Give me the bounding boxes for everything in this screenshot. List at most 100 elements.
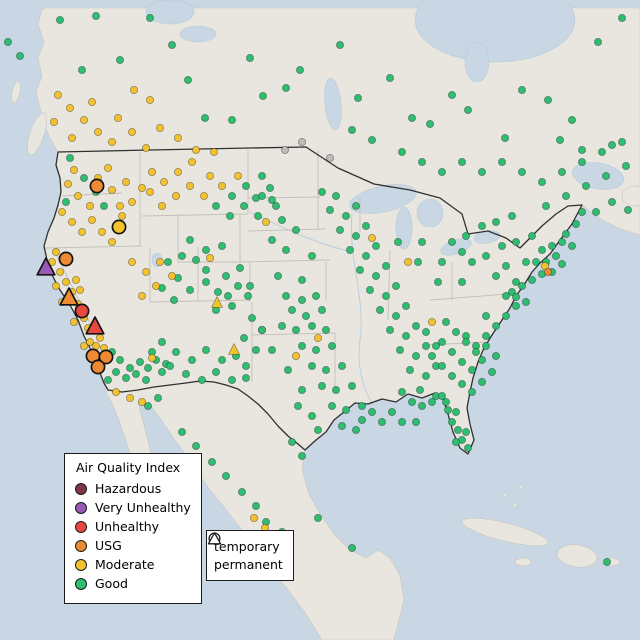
marker-moderate-circle [126, 393, 135, 402]
legend-swatch-usg [75, 539, 87, 552]
marker-good-circle [126, 363, 135, 372]
marker-good-circle [341, 405, 350, 414]
marker-good-circle [281, 245, 290, 254]
marker-good-circle [518, 86, 527, 95]
marker-good-circle [427, 351, 436, 360]
marker-good-circle [355, 265, 364, 274]
marker-good-circle [375, 305, 384, 314]
marker-good-circle [528, 275, 537, 284]
hispaniola-island [556, 544, 598, 568]
marker-good-circle [401, 301, 410, 310]
marker-good-circle [481, 341, 490, 350]
marker-unhealthy-triangle [85, 316, 105, 335]
marker-moderate-circle [291, 351, 300, 360]
marker-good-circle [481, 311, 490, 320]
marker-moderate-circle [114, 114, 123, 123]
marker-good-circle [177, 251, 186, 260]
marker-good-circle [467, 257, 476, 266]
marker-good-circle [251, 501, 260, 510]
marker-good-circle [221, 271, 230, 280]
marker-good-circle [391, 311, 400, 320]
marker-good-circle [307, 411, 316, 420]
marker-moderate-circle [147, 167, 156, 176]
marker-moderate-circle [52, 247, 61, 256]
legend-swatch-hazardous [75, 482, 87, 495]
marker-moderate-circle [88, 215, 97, 224]
james-bay [464, 41, 490, 83]
marker-good-circle [317, 305, 326, 314]
marker-good-circle [177, 427, 186, 436]
marker-good-circle [592, 207, 601, 216]
marker-moderate-circle [145, 96, 154, 105]
marker-good-circle [417, 157, 426, 166]
marker-good-circle [437, 391, 446, 400]
marker-moderate-circle [155, 257, 164, 266]
marker-good-circle [361, 221, 370, 230]
marker-good-circle [335, 41, 344, 50]
shape-legend-label-temporary: temporary [214, 539, 280, 554]
marker-good-circle [501, 311, 510, 320]
legend-label-hazardous: Hazardous [95, 481, 162, 496]
marker-good-circle [538, 245, 547, 254]
marker-good-circle [317, 187, 326, 196]
marker-good-circle [227, 116, 236, 125]
marker-good-circle [365, 285, 374, 294]
marker-good-circle [387, 407, 396, 416]
marker-good-circle [258, 92, 267, 101]
marker-good-circle [141, 375, 150, 384]
marker-good-circle [568, 241, 577, 250]
marker-good-circle [437, 361, 446, 370]
marker-good-circle [427, 397, 436, 406]
marker-moderate-circle [205, 171, 214, 180]
marker-moderate-circle [80, 341, 89, 350]
marker-good-circle [431, 341, 440, 350]
marker-moderate-circle [187, 157, 196, 166]
marker-good-circle [507, 211, 516, 220]
marker-good-circle [221, 471, 230, 480]
marker-moderate-circle [403, 257, 412, 266]
marker-moderate-circle [78, 227, 87, 236]
marker-good-circle [415, 385, 424, 394]
marker-good-circle [325, 205, 334, 214]
marker-moderate-circle [118, 211, 127, 220]
marker-moderate-circle [56, 267, 65, 276]
bahamas-island [502, 492, 508, 498]
permanent-triangle-icon [207, 532, 222, 545]
marker-good-circle [568, 116, 577, 125]
marker-moderate-circle [173, 167, 182, 176]
marker-good-circle [171, 347, 180, 356]
marker-moderate-circle [62, 277, 71, 286]
marker-good-circle [297, 295, 306, 304]
shape-legend: temporary permanent [206, 530, 294, 581]
marker-good-circle [491, 271, 500, 280]
marker-good-circle [331, 385, 340, 394]
aqi-legend: Air Quality Index Hazardous Very Unhealt… [64, 453, 202, 604]
marker-good-circle [417, 401, 426, 410]
marker-good-circle [451, 327, 460, 336]
marker-good-circle [477, 221, 486, 230]
marker-good-circle [291, 325, 300, 334]
marker-moderate-circle [249, 514, 258, 523]
islands [11, 80, 640, 568]
marker-good-circle [603, 558, 612, 567]
marker-good-circle [385, 325, 394, 334]
marker-good-circle [501, 261, 510, 270]
marker-good-circle [556, 135, 565, 144]
marker-good-circle [271, 201, 280, 210]
marker-good-circle [437, 257, 446, 266]
marker-moderate-circle [205, 253, 214, 262]
marker-good-circle [233, 281, 242, 290]
marker-moderate-circle [159, 177, 168, 186]
marker-good-circle [297, 451, 306, 460]
marker-good-circle [562, 229, 571, 238]
marker-moderate-circle [137, 291, 146, 300]
marker-good-circle [311, 345, 320, 354]
marker-good-circle [393, 237, 402, 246]
marker-good-circle [371, 241, 380, 250]
marker-good-circle [367, 407, 376, 416]
marker-very_unhealthy-triangle [36, 257, 56, 276]
marker-moderate-triangle [228, 343, 240, 355]
marker-good-circle [457, 379, 466, 388]
marker-moderate-circle [70, 165, 79, 174]
marker-good-circle [257, 191, 266, 200]
